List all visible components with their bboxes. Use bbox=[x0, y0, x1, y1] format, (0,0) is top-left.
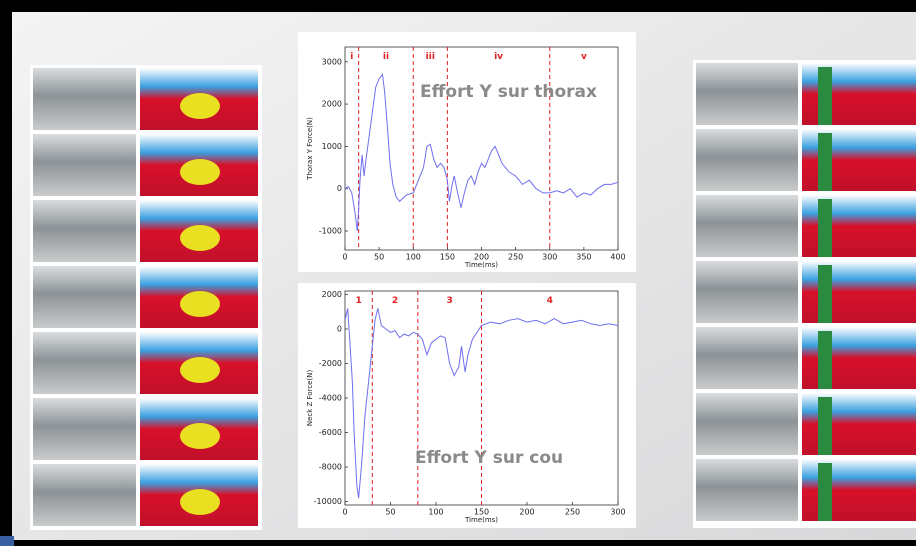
video-frame bbox=[33, 464, 136, 526]
video-frame bbox=[696, 63, 798, 125]
y-tick-label: 0 bbox=[337, 184, 342, 193]
y-tick-label: -10000 bbox=[314, 497, 342, 506]
x-tick-label: 300 bbox=[610, 508, 625, 517]
video-frame bbox=[33, 266, 136, 328]
video-frame bbox=[696, 393, 798, 455]
phase-label: 1 bbox=[356, 296, 362, 306]
post-shape bbox=[818, 199, 832, 257]
dummy-shape bbox=[180, 225, 220, 251]
video-frame bbox=[33, 68, 136, 130]
post-shape bbox=[818, 67, 832, 125]
x-tick-label: 200 bbox=[519, 508, 534, 517]
x-tick-label: 150 bbox=[440, 253, 455, 262]
y-tick-label: -4000 bbox=[319, 394, 342, 403]
y-tick-label: 2000 bbox=[322, 100, 342, 109]
post-shape bbox=[818, 463, 832, 521]
y-tick-label: -2000 bbox=[319, 359, 342, 368]
x-tick-label: 0 bbox=[342, 508, 347, 517]
y-axis-label: Thorax Y Force(N) bbox=[306, 117, 314, 181]
video-frame bbox=[33, 200, 136, 262]
x-tick-label: 0 bbox=[342, 253, 347, 262]
y-tick-label: -8000 bbox=[319, 463, 342, 472]
dummy-shape bbox=[180, 291, 220, 317]
x-tick-label: 100 bbox=[428, 508, 443, 517]
phase-label: 2 bbox=[392, 296, 398, 306]
x-tick-label: 50 bbox=[374, 253, 384, 262]
phase-label: 4 bbox=[547, 296, 553, 306]
y-tick-label: 1000 bbox=[322, 142, 342, 151]
x-axis-label: Time(ms) bbox=[464, 261, 498, 269]
data-line bbox=[344, 308, 619, 499]
left-image-strip bbox=[30, 65, 262, 530]
y-tick-label: 0 bbox=[337, 324, 342, 333]
dummy-shape bbox=[180, 357, 220, 383]
video-frame bbox=[696, 195, 798, 257]
phase-label: iii bbox=[426, 52, 435, 62]
x-axis-label: Time(ms) bbox=[464, 516, 498, 524]
video-frame bbox=[696, 261, 798, 323]
dummy-shape bbox=[180, 423, 220, 449]
video-frame bbox=[696, 129, 798, 191]
x-tick-label: 300 bbox=[542, 253, 557, 262]
video-frame bbox=[696, 327, 798, 389]
data-line bbox=[344, 73, 619, 232]
y-tick-label: 2000 bbox=[322, 290, 342, 299]
x-tick-label: 350 bbox=[576, 253, 591, 262]
chart-annotation: Effort Y sur cou bbox=[415, 448, 563, 468]
phase-label: 3 bbox=[447, 296, 453, 306]
phase-label: v bbox=[581, 52, 587, 62]
phase-label: ii bbox=[383, 52, 389, 62]
y-tick-label: -6000 bbox=[319, 428, 342, 437]
video-frame bbox=[33, 332, 136, 394]
post-shape bbox=[818, 397, 832, 455]
post-shape bbox=[818, 133, 832, 191]
post-shape bbox=[818, 331, 832, 389]
x-tick-label: 250 bbox=[508, 253, 523, 262]
dummy-shape bbox=[180, 93, 220, 119]
video-frame bbox=[33, 134, 136, 196]
y-tick-label: -1000 bbox=[319, 226, 342, 235]
x-tick-label: 250 bbox=[565, 508, 580, 517]
phase-label: iv bbox=[494, 52, 503, 62]
video-frame bbox=[33, 398, 136, 460]
x-tick-label: 400 bbox=[610, 253, 625, 262]
x-tick-label: 150 bbox=[474, 508, 489, 517]
corner-tab bbox=[0, 536, 14, 546]
post-shape bbox=[818, 265, 832, 323]
video-frame bbox=[696, 459, 798, 521]
x-tick-label: 200 bbox=[474, 253, 489, 262]
y-axis-label: Neck Z Force(N) bbox=[306, 370, 314, 427]
chart-panel bbox=[298, 32, 636, 272]
dummy-shape bbox=[180, 489, 220, 515]
chart-panel bbox=[298, 283, 636, 528]
chart-annotation: Effort Y sur thorax bbox=[420, 82, 597, 102]
phase-label: i bbox=[350, 52, 353, 62]
x-tick-label: 50 bbox=[385, 508, 395, 517]
y-tick-label: 3000 bbox=[322, 57, 342, 66]
x-tick-label: 100 bbox=[406, 253, 421, 262]
right-image-strip bbox=[693, 60, 916, 528]
dummy-shape bbox=[180, 159, 220, 185]
